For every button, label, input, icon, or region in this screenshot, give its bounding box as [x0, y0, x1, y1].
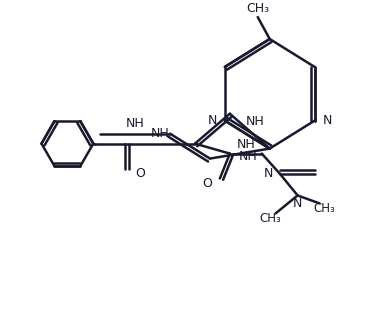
Text: N: N	[322, 114, 332, 127]
Text: NH: NH	[126, 117, 145, 130]
Text: CH₃: CH₃	[314, 202, 335, 215]
Text: CH₃: CH₃	[246, 2, 269, 15]
Text: CH₃: CH₃	[260, 212, 281, 225]
Text: NH: NH	[238, 150, 257, 163]
Text: N: N	[293, 197, 302, 210]
Text: NH: NH	[236, 138, 255, 151]
Text: N: N	[208, 114, 217, 127]
Text: O: O	[202, 177, 212, 190]
Text: N: N	[263, 167, 273, 180]
Text: O: O	[135, 167, 145, 180]
Text: NH: NH	[245, 115, 264, 128]
Text: NH: NH	[151, 127, 169, 140]
